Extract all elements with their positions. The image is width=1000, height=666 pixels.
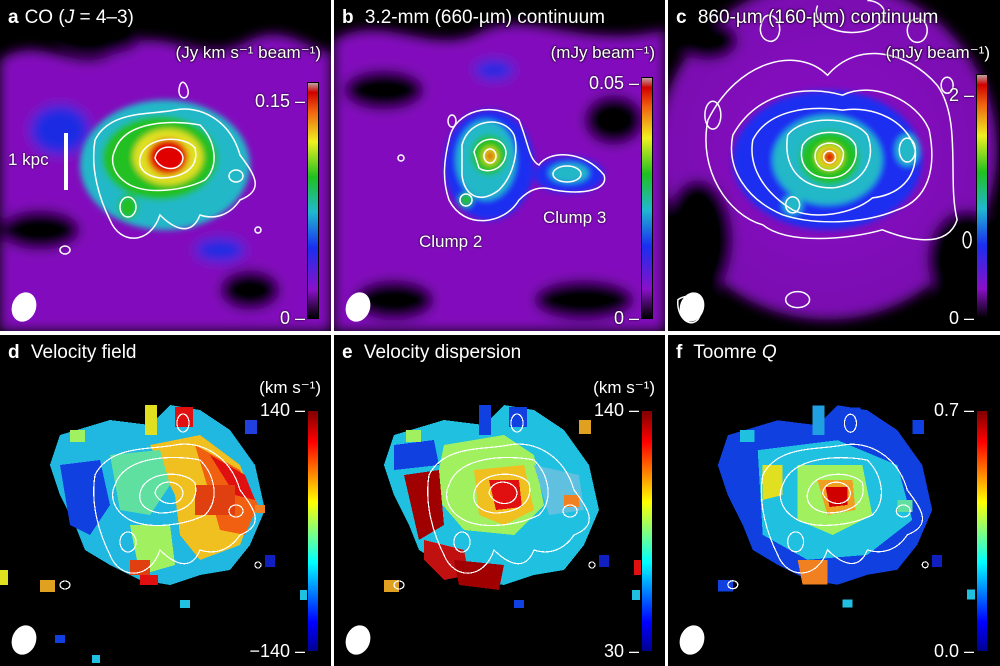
colorbar-min-label: 30 –: [603, 641, 639, 661]
panel-b-3mm-continuum: b 3.2-mm (660-µm) continuum (mJy beam⁻¹)…: [334, 0, 665, 331]
colorbar-unit: (mJy beam⁻¹): [550, 43, 655, 62]
colorbar-min-label: −140 –: [249, 641, 305, 661]
colorbar: [641, 410, 653, 652]
scale-bar-label: 1 kpc: [8, 150, 49, 169]
panel-d-velocity-field: d Velocity field (km s⁻¹) 140 – −140 –: [0, 335, 331, 666]
clump-3-label: Clump 3: [543, 208, 607, 227]
panel-title: f Toomre Q: [676, 342, 777, 363]
colorbar-max-label: 0.7 –: [933, 400, 974, 420]
panel-title: c 860-µm (160-µm) continuum: [676, 7, 939, 28]
colorbar-min-label: 0.0 –: [933, 641, 974, 661]
panel-title: b 3.2-mm (660-µm) continuum: [342, 7, 605, 28]
colorbar: [307, 82, 319, 319]
panel-c-860um-continuum: c 860-µm (160-µm) continuum (mJy beam⁻¹)…: [668, 0, 1000, 331]
colorbar-max-label: 0.05 –: [588, 73, 639, 93]
panel-letter: b: [342, 7, 354, 28]
colorbar-unit: (Jy km s⁻¹ beam⁻¹): [175, 43, 321, 62]
colorbar: [976, 410, 988, 652]
panel-f-toomre-q: f Toomre Q 0.7 – 0.0 –: [668, 335, 1000, 666]
toomre-q-map: [668, 335, 999, 666]
colorbar-max-label: 140 –: [259, 400, 305, 420]
colorbar-unit: (km s⁻¹): [259, 378, 321, 397]
colorbar-unit: (mJy beam⁻¹): [885, 43, 990, 62]
colorbar-min-label: 0 –: [613, 308, 639, 328]
colorbar-max-label: 0.15 –: [254, 91, 305, 111]
panel-letter: f: [676, 342, 683, 363]
scale-bar: [64, 133, 68, 190]
panel-letter: a: [8, 7, 19, 28]
clump-2-label: Clump 2: [419, 232, 483, 251]
panel-title: a CO (J = 4–3): [8, 7, 134, 28]
velocity-dispersion-map: [334, 335, 665, 666]
panel-letter: e: [342, 342, 353, 363]
panel-a-co: a CO (J = 4–3) (Jy km s⁻¹ beam⁻¹) 0.15 – …: [0, 0, 331, 331]
co-intensity-map: [0, 0, 331, 331]
colorbar-max-label: 140 –: [593, 400, 639, 420]
panel-title: e Velocity dispersion: [342, 342, 522, 363]
colorbar-min-label: 0 –: [948, 308, 974, 328]
colorbar-max-label: 2 –: [948, 85, 974, 105]
panel-letter: d: [8, 342, 20, 363]
colorbar-unit: (km s⁻¹): [593, 378, 655, 397]
colorbar: [976, 74, 988, 319]
colorbar: [641, 77, 653, 319]
3mm-continuum-map: [334, 0, 665, 331]
860um-continuum-map: [668, 0, 999, 331]
velocity-field-map: [0, 335, 331, 666]
colorbar-min-label: 0 –: [279, 308, 305, 328]
panel-title: d Velocity field: [8, 342, 137, 363]
panel-letter: c: [676, 7, 687, 28]
panel-e-velocity-dispersion: e Velocity dispersion (km s⁻¹) 140 – 30 …: [334, 335, 665, 666]
colorbar: [307, 410, 319, 652]
